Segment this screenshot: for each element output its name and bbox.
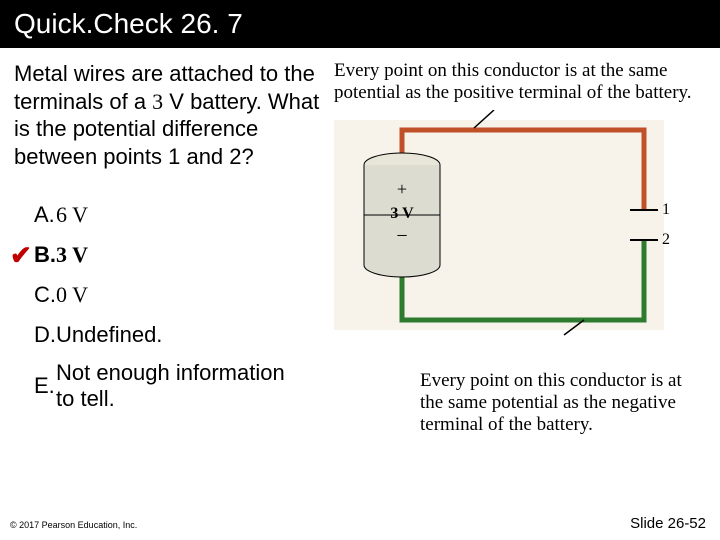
bottom-annotation: Every point on this conductor is at the … [420,370,700,436]
plus-label: + [397,179,407,199]
choice-letter-c: C. [14,282,56,308]
bottom-annotation-text: Every point on this conductor is at the … [420,370,682,435]
checkmark-icon: ✔ [10,240,32,271]
choice-d: D. Undefined. [14,320,324,350]
choice-letter-d: D. [14,322,56,348]
choice-letter-e: E. [14,373,56,399]
slide-number: Slide 26-52 [630,515,706,532]
choice-text-d: Undefined. [56,322,162,348]
top-annotation-text: Every point on this conductor is at the … [334,60,692,103]
content-area: Metal wires are attached to the terminal… [0,48,720,422]
choice-c: C. 0 V [14,280,324,310]
slide-title: Quick.Check 26. 7 [14,8,243,39]
point-2-label: 2 [662,231,670,248]
top-annotation: Every point on this conductor is at the … [334,60,694,104]
choice-letter-a: A. [14,202,56,228]
minus-label: − [396,225,407,247]
choice-text-a: 6 V [56,202,88,228]
choice-e: E. Not enough information to tell. [14,360,324,412]
right-column: Every point on this conductor is at the … [334,60,694,422]
choice-a: A. 6 V [14,200,324,230]
choice-text-b: 3 V [56,242,88,268]
choice-text-c: 0 V [56,282,88,308]
choice-text-e: Not enough information to tell. [56,360,296,412]
circuit-diagram: 1 2 + 3 V − [334,110,674,330]
copyright-text: © 2017 Pearson Education, Inc. [10,520,137,530]
left-column: Metal wires are attached to the terminal… [14,60,334,422]
answer-choices: A. 6 V ✔ B. 3 V C. 0 V D. Undefined. E. … [14,200,324,412]
question-text: Metal wires are attached to the terminal… [14,60,324,170]
choice-b: ✔ B. 3 V [14,240,324,270]
title-bar: Quick.Check 26. 7 [0,0,720,48]
point-1-label: 1 [662,201,670,218]
battery-voltage-label: 3 V [390,205,414,222]
circuit-svg: 1 2 + 3 V − [334,110,674,340]
